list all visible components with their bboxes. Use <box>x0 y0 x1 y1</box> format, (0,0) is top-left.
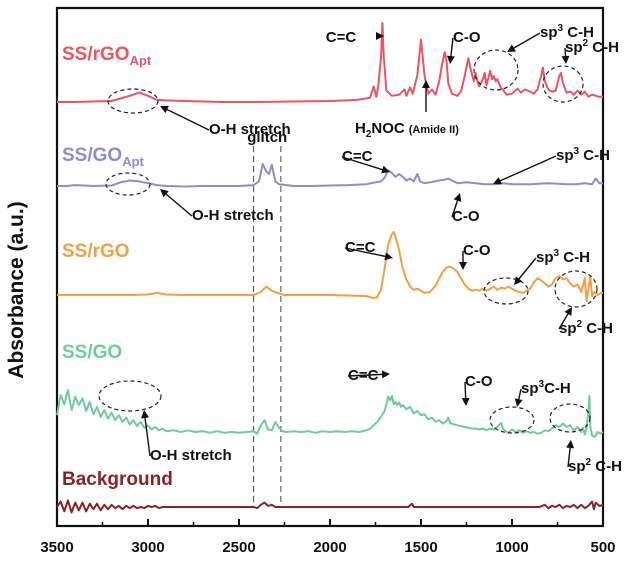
annotation-arrowhead <box>141 410 150 419</box>
peak-annotation: C-O <box>465 373 493 390</box>
peak-annotation: C-O <box>453 29 481 46</box>
peak-annotation: C=C <box>345 239 376 256</box>
x-tick-label: 3000 <box>131 539 164 556</box>
annotation-arrow <box>143 414 151 457</box>
annotation-arrowhead <box>461 397 470 406</box>
peak-region-circle <box>489 406 535 434</box>
peak-annotation: C=C <box>348 367 379 384</box>
series-line-3 <box>56 389 604 438</box>
peak-annotation: sp2 C-H <box>559 319 613 337</box>
annotation-arrowhead <box>422 80 430 88</box>
annotation-arrow <box>567 444 572 468</box>
annotation-arrowhead <box>446 55 455 64</box>
annotation-arrow <box>449 37 454 60</box>
peak-region-circle <box>473 49 519 91</box>
peak-annotation: O-H stretch <box>150 447 232 464</box>
plot-frame <box>55 6 605 528</box>
annotation-arrow <box>516 257 537 282</box>
annotation-arrow <box>163 191 193 217</box>
glitch-label: glitch <box>247 129 287 146</box>
annotation-arrowhead <box>381 370 390 379</box>
annotation-arrow <box>451 197 460 218</box>
annotation-arrow <box>347 373 386 377</box>
annotation-arrowhead <box>160 105 169 114</box>
peak-annotation: sp3 C-H <box>540 23 594 41</box>
series-label: SS/rGOApt <box>62 44 152 68</box>
annotation-arrowhead <box>160 189 169 198</box>
peak-region-circle <box>105 172 151 196</box>
series-line-2 <box>57 231 603 303</box>
annotation-arrow <box>464 381 467 402</box>
series-label: Background <box>62 469 173 490</box>
peak-annotation: sp3C-H <box>521 379 571 397</box>
peak-annotation: sp2 C-H <box>565 38 619 56</box>
annotation-arrowhead <box>507 44 516 52</box>
annotation-arrow <box>497 155 557 183</box>
peak-region-circle <box>107 88 159 114</box>
peak-annotation: sp3 C-H <box>556 146 610 164</box>
series-line-1 <box>57 162 603 188</box>
peak-annotation: C=C <box>326 29 357 46</box>
peak-annotation: C-O <box>452 208 480 225</box>
annotation-arrow <box>341 156 386 172</box>
annotation-arrow <box>344 247 389 258</box>
x-tick-label: 1000 <box>495 539 528 556</box>
peak-region-circle <box>98 380 162 412</box>
annotation-arrowhead <box>376 32 384 40</box>
annotation-arrowhead <box>493 177 502 185</box>
annotation-arrowhead <box>514 276 523 285</box>
series-label: SS/GOApt <box>62 145 145 169</box>
annotation-arrowhead <box>453 193 462 202</box>
peak-annotation: C=C <box>342 148 373 165</box>
annotation-arrow <box>510 32 541 51</box>
peak-annotation: O-H stretch <box>192 207 274 224</box>
peak-region-circle <box>542 65 584 103</box>
peak-region-circle <box>549 403 591 433</box>
peak-annotation: O-H stretch <box>209 121 291 138</box>
annotation-arrowhead <box>514 398 523 407</box>
peak-annotation: sp2 C-H <box>568 457 622 475</box>
x-tick-label: 3500 <box>40 539 73 556</box>
x-tick-label: 2000 <box>313 539 346 556</box>
peak-annotation: sp3 C-H <box>536 248 590 266</box>
annotation-arrowhead <box>566 440 575 449</box>
annotation-arrow <box>164 107 210 131</box>
x-tick-label: 2500 <box>222 539 255 556</box>
peak-annotation: H2NOC (Amide II) <box>355 120 459 140</box>
annotation-arrowhead <box>384 252 393 261</box>
annotation-arrowhead <box>564 307 572 316</box>
annotation-arrow <box>558 310 571 330</box>
y-axis-label: Absorbance (a.u.) <box>5 201 28 378</box>
annotation-arrowhead <box>381 165 390 174</box>
series-label: SS/GO <box>62 342 122 363</box>
x-tick-label: 500 <box>590 539 615 556</box>
annotation-arrowhead <box>459 262 467 270</box>
peak-region-circle <box>554 270 598 308</box>
series-line-0 <box>57 22 603 103</box>
peak-annotation: C-O <box>463 242 491 259</box>
series-line-4 <box>56 499 604 514</box>
x-tick-label: 1500 <box>404 539 437 556</box>
peak-region-circle <box>483 277 529 305</box>
series-label: SS/rGO <box>62 241 130 262</box>
annotation-arrowhead <box>561 55 570 64</box>
